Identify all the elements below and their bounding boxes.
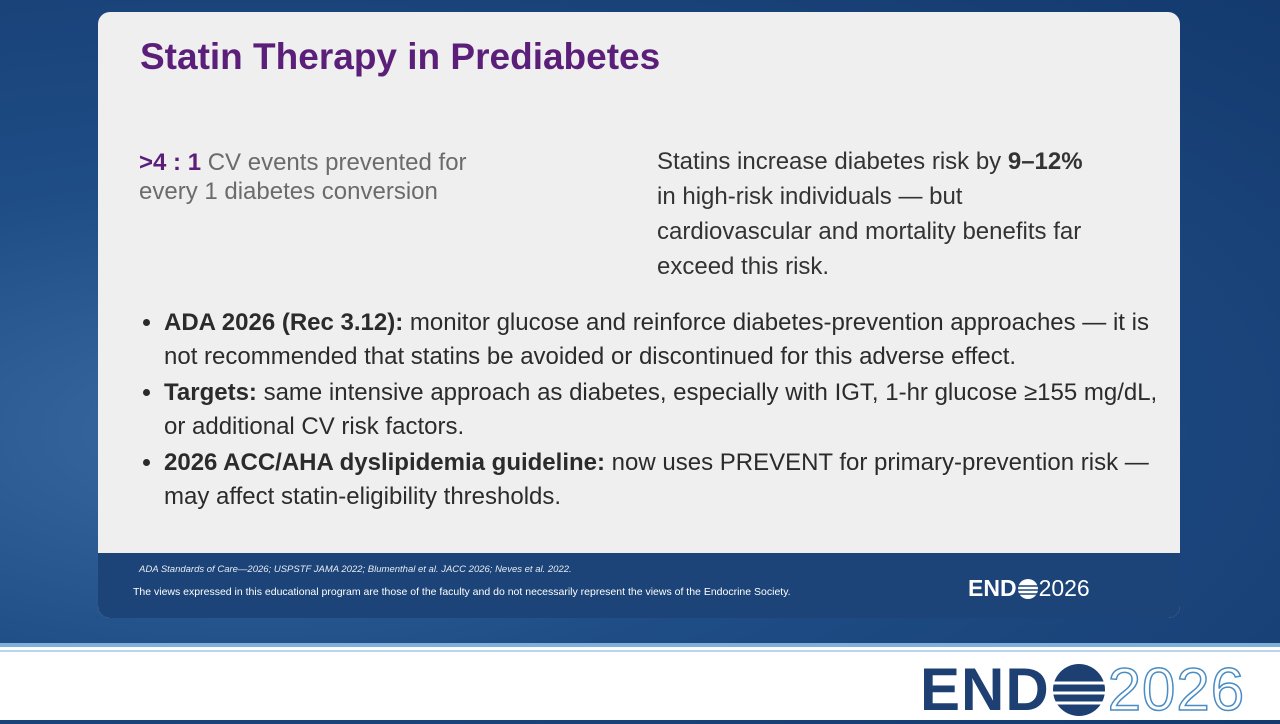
bullet-lead: ADA 2026 (Rec 3.12): xyxy=(164,309,404,336)
bullet-lead: Targets: xyxy=(164,379,257,406)
footer-band: ADA Standards of Care—2026; USPSTF JAMA … xyxy=(98,553,1180,618)
summary-rest: in high-risk individuals — but cardiovas… xyxy=(657,183,1082,280)
summary-bold: 9–12% xyxy=(1007,148,1083,175)
rule xyxy=(0,650,1280,652)
summary: Statins increase diabetes risk by 9–12% … xyxy=(657,144,1107,284)
bullet-text: now uses PREVENT for primary-prevention … xyxy=(164,449,1149,510)
disclaimer: The views expressed in this educational … xyxy=(133,586,791,598)
stat-value: >4 : 1 xyxy=(139,149,202,176)
bullet-text: same intensive approach as diabetes, esp… xyxy=(164,379,1158,440)
slide-title: Statin Therapy in Prediabetes xyxy=(140,36,661,77)
slide-card: Statin Therapy in Prediabetes >4 : 1 CV … xyxy=(98,12,1180,618)
bullet-list: ADA 2026 (Rec 3.12): monitor glucose and… xyxy=(140,306,1164,516)
logo-right: 2026 xyxy=(1107,655,1246,724)
logo-left: END xyxy=(968,575,1017,601)
logo-globe xyxy=(1016,578,1039,599)
bottom-strip: END 2026 xyxy=(0,643,1280,724)
stat-block: >4 : 1 CV events prevented for every 1 d… xyxy=(139,148,489,206)
logo-right: 2026 xyxy=(1038,575,1090,601)
rule xyxy=(0,643,1280,647)
citation: ADA Standards of Care—2026; USPSTF JAMA … xyxy=(139,564,572,575)
logo-globe xyxy=(1049,663,1108,716)
large-logo: END 2026 xyxy=(920,655,1245,724)
bullet: 2026 ACC/AHA dyslipidemia guideline: now… xyxy=(164,446,1164,514)
summary-lead: Statins increase diabetes risk by xyxy=(657,148,1002,175)
stat-text: CV events prevented for every 1 diabetes… xyxy=(139,149,467,205)
bullet: ADA 2026 (Rec 3.12): monitor glucose and… xyxy=(164,306,1164,374)
small-logo: END 2026 xyxy=(968,575,1090,602)
bullet-text: monitor glucose and reinforce diabetes-p… xyxy=(164,309,1149,370)
bullet: Targets: same intensive approach as diab… xyxy=(164,376,1164,444)
logo-left: END xyxy=(920,656,1050,723)
bullet-lead: 2026 ACC/AHA dyslipidemia guideline: xyxy=(164,449,605,476)
